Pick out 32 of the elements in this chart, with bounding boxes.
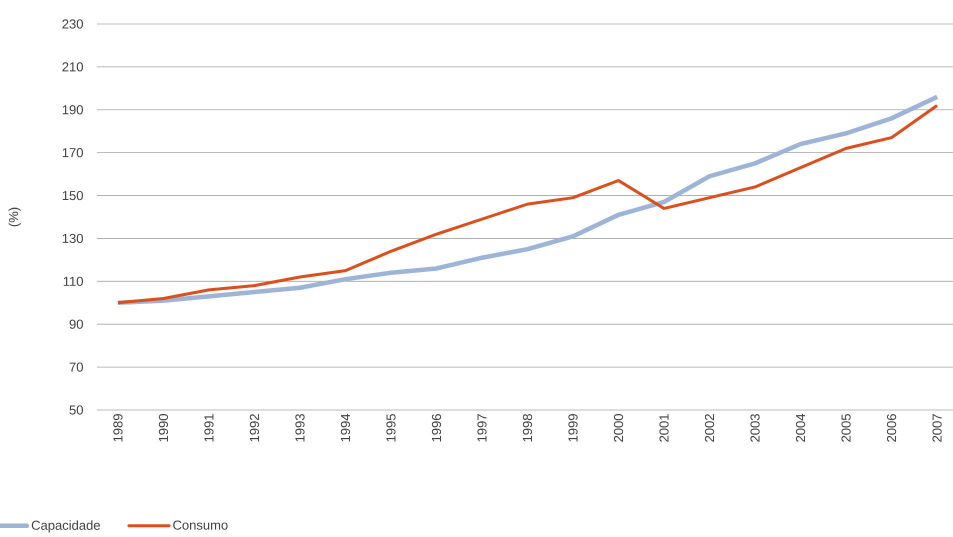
- y-tick-label: 170: [62, 148, 83, 158]
- x-tick-label: 1992: [250, 414, 260, 442]
- x-tick-label: 2005: [841, 414, 851, 442]
- x-tick-label: 1993: [295, 414, 305, 442]
- x-tick-label: 2002: [704, 414, 714, 442]
- y-tick-label: 50: [70, 405, 83, 415]
- x-tick-label: 1998: [522, 414, 532, 442]
- x-tick-label: 1990: [158, 414, 168, 442]
- x-tick-label: 1994: [340, 414, 350, 442]
- x-tick-label: 2000: [614, 414, 624, 442]
- y-axis-title: (%): [8, 208, 21, 226]
- x-tick-label: 2004: [796, 414, 806, 442]
- y-tick-label: 150: [62, 190, 83, 200]
- x-tick-label: 2006: [886, 414, 896, 442]
- y-tick-label: 90: [70, 320, 83, 329]
- x-tick-label: 1989: [113, 414, 123, 442]
- x-tick-label: 1997: [477, 414, 487, 442]
- x-tick-label: 1995: [386, 414, 396, 442]
- legend-label: Capacidade: [32, 520, 100, 532]
- x-tick-label: 2001: [659, 414, 669, 442]
- y-tick-label: 130: [62, 234, 83, 244]
- x-tick-label: 1991: [204, 414, 214, 442]
- x-tick-label: 2003: [750, 414, 760, 442]
- x-tick-label: 1996: [432, 414, 442, 442]
- y-tick-label: 70: [70, 362, 83, 372]
- x-tick-label: 2007: [932, 414, 942, 442]
- y-tick-label: 210: [62, 62, 83, 72]
- y-tick-label: 230: [62, 19, 83, 29]
- y-tick-label: 190: [62, 105, 83, 114]
- x-tick-label: 1999: [568, 414, 578, 442]
- y-tick-label: 110: [64, 276, 83, 286]
- legend-label: Consumo: [173, 520, 228, 530]
